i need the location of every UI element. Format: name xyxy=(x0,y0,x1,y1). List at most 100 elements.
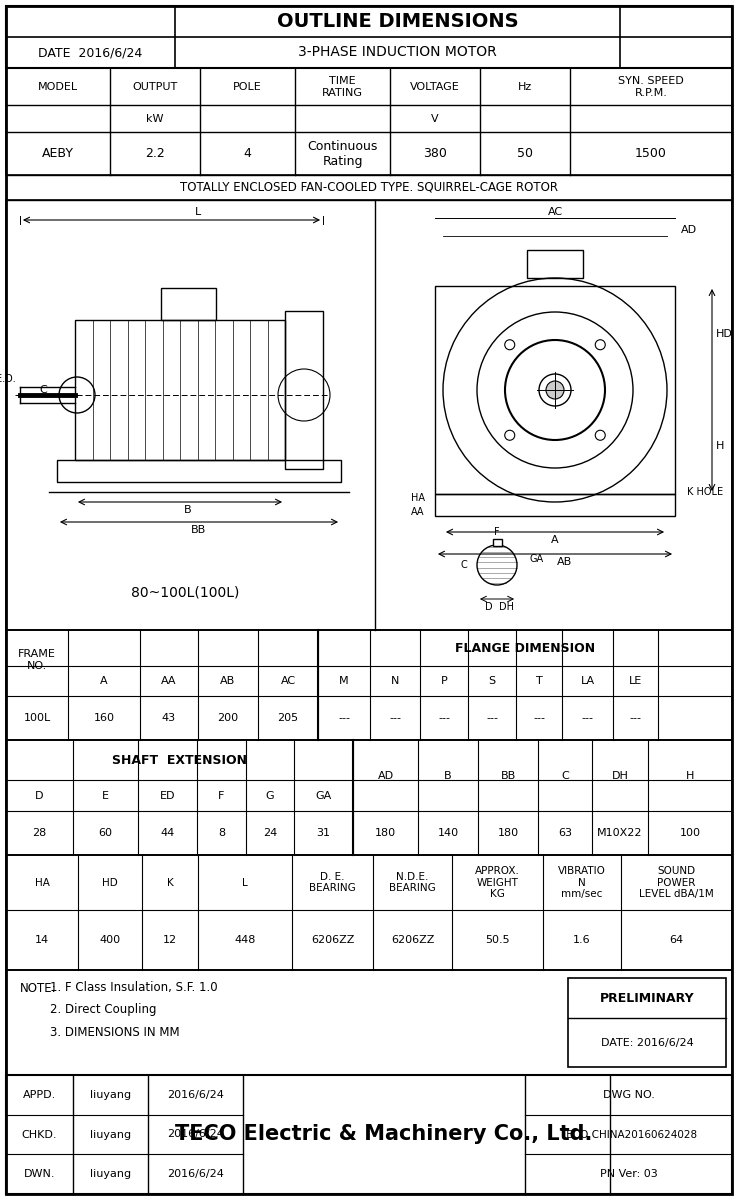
Text: PRELIMINARY: PRELIMINARY xyxy=(600,991,694,1004)
Text: K: K xyxy=(167,877,173,888)
Text: 60: 60 xyxy=(98,828,112,838)
Text: DWN.: DWN. xyxy=(24,1169,55,1180)
Text: FRAME
NO.: FRAME NO. xyxy=(18,649,56,671)
Text: 400: 400 xyxy=(100,935,120,946)
Text: B: B xyxy=(184,505,192,515)
Text: APPD.: APPD. xyxy=(23,1090,56,1100)
Text: 100: 100 xyxy=(680,828,700,838)
Text: 3-PHASE INDUCTION MOTOR: 3-PHASE INDUCTION MOTOR xyxy=(298,46,497,60)
Text: D. E.
BEARING: D. E. BEARING xyxy=(309,871,356,893)
Text: E: E xyxy=(102,791,109,800)
Text: H: H xyxy=(686,770,694,781)
Text: SYN. SPEED
R.P.M.: SYN. SPEED R.P.M. xyxy=(618,76,684,97)
Text: LE: LE xyxy=(629,676,642,686)
Text: 80~100L(100L): 80~100L(100L) xyxy=(131,584,239,599)
Text: 2016/6/24: 2016/6/24 xyxy=(167,1090,224,1100)
Text: 140: 140 xyxy=(438,828,458,838)
Text: TECO CHINA20160624028: TECO CHINA20160624028 xyxy=(560,1129,697,1140)
Text: FLANGE DIMENSION: FLANGE DIMENSION xyxy=(455,642,595,655)
Text: AD: AD xyxy=(377,770,393,781)
Text: 24: 24 xyxy=(263,828,277,838)
Text: SHAFT  EXTENSION: SHAFT EXTENSION xyxy=(112,754,247,767)
Bar xyxy=(6,1075,732,1194)
Text: H: H xyxy=(716,440,725,451)
Text: VIBRATIO
N
mm/sec: VIBRATIO N mm/sec xyxy=(558,866,606,899)
Bar xyxy=(435,286,675,494)
Text: ---: --- xyxy=(630,713,641,722)
Text: 64: 64 xyxy=(669,935,683,946)
Text: GA: GA xyxy=(315,791,331,800)
Bar xyxy=(6,854,732,970)
Text: 1. F Class Insulation, S.F. 1.0: 1. F Class Insulation, S.F. 1.0 xyxy=(50,982,218,995)
Text: DATE  2016/6/24: DATE 2016/6/24 xyxy=(38,46,142,59)
Text: 44: 44 xyxy=(160,828,175,838)
Text: 100L: 100L xyxy=(24,713,51,722)
Bar xyxy=(6,6,732,68)
Bar xyxy=(6,200,732,630)
Text: DWG NO.: DWG NO. xyxy=(602,1090,655,1100)
Text: 448: 448 xyxy=(234,935,255,946)
Text: AA: AA xyxy=(411,506,425,517)
Text: NOTE:: NOTE: xyxy=(20,982,57,995)
Text: C: C xyxy=(461,560,467,570)
Text: 380: 380 xyxy=(423,148,447,160)
Text: 4: 4 xyxy=(244,148,252,160)
Text: B: B xyxy=(444,770,452,781)
Bar xyxy=(527,250,583,278)
Text: liuyang: liuyang xyxy=(90,1129,131,1140)
Bar xyxy=(435,494,675,516)
Text: C: C xyxy=(39,385,47,395)
Text: 8: 8 xyxy=(218,828,225,838)
Bar xyxy=(161,288,216,320)
Text: ED: ED xyxy=(159,791,175,800)
Text: 31: 31 xyxy=(317,828,331,838)
Text: TECO Electric & Machinery Co., Ltd.: TECO Electric & Machinery Co., Ltd. xyxy=(176,1124,593,1145)
Text: T: T xyxy=(536,676,542,686)
Bar xyxy=(6,175,732,200)
Text: 1.6: 1.6 xyxy=(573,935,591,946)
Text: 63: 63 xyxy=(558,828,572,838)
Text: 2016/6/24: 2016/6/24 xyxy=(167,1129,224,1140)
Text: TOTALLY ENCLOSED FAN-COOLED TYPE. SQUIRREL-CAGE ROTOR: TOTALLY ENCLOSED FAN-COOLED TYPE. SQUIRR… xyxy=(180,181,558,194)
Text: 28: 28 xyxy=(32,828,46,838)
Text: 180: 180 xyxy=(497,828,519,838)
Text: POLE: POLE xyxy=(233,82,262,91)
Text: BB: BB xyxy=(190,526,206,535)
Text: ---: --- xyxy=(533,713,545,722)
Text: 50.5: 50.5 xyxy=(485,935,510,946)
Bar xyxy=(6,68,732,175)
Text: TIME
RATING: TIME RATING xyxy=(322,76,363,97)
Text: E.D.: E.D. xyxy=(0,374,16,384)
Text: OUTPUT: OUTPUT xyxy=(132,82,178,91)
Text: HD: HD xyxy=(102,877,118,888)
Text: 3. DIMENSIONS IN MM: 3. DIMENSIONS IN MM xyxy=(50,1026,179,1038)
Text: D: D xyxy=(35,791,44,800)
Bar xyxy=(75,320,285,460)
Text: 205: 205 xyxy=(277,713,299,722)
Bar xyxy=(6,740,732,854)
Text: F: F xyxy=(494,527,500,538)
Text: P: P xyxy=(441,676,447,686)
Text: liuyang: liuyang xyxy=(90,1169,131,1180)
Text: DH: DH xyxy=(612,770,629,781)
Text: ---: --- xyxy=(338,713,350,722)
Text: HA: HA xyxy=(411,493,425,503)
Text: HA: HA xyxy=(35,877,49,888)
Text: F: F xyxy=(218,791,224,800)
Text: 160: 160 xyxy=(94,713,114,722)
Text: 14: 14 xyxy=(35,935,49,946)
Text: LA: LA xyxy=(581,676,595,686)
Bar xyxy=(6,970,732,1075)
Text: G: G xyxy=(266,791,275,800)
Text: AC: AC xyxy=(548,206,562,217)
Text: N: N xyxy=(391,676,399,686)
Text: Hz: Hz xyxy=(518,82,532,91)
Text: 200: 200 xyxy=(218,713,238,722)
Text: 180: 180 xyxy=(375,828,396,838)
Text: AB: AB xyxy=(557,557,573,566)
Text: AEBY: AEBY xyxy=(42,148,74,160)
Text: 6206ZZ: 6206ZZ xyxy=(391,935,434,946)
Bar xyxy=(568,978,726,1067)
Text: 1500: 1500 xyxy=(635,148,667,160)
Text: PN Ver: 03: PN Ver: 03 xyxy=(599,1169,658,1180)
